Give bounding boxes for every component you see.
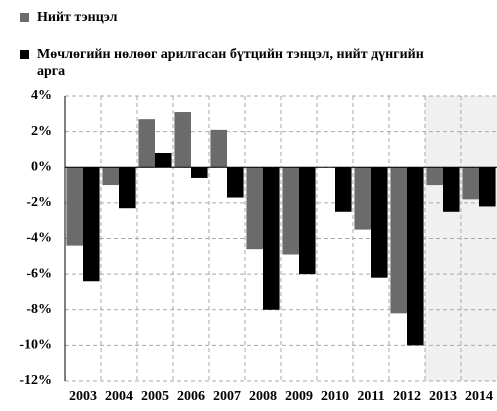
bar — [479, 167, 496, 207]
bar — [227, 167, 244, 198]
y-tick-label: -10% — [19, 338, 52, 353]
bar — [210, 129, 227, 168]
x-tick-label: 2014 — [465, 389, 493, 404]
bar — [462, 167, 479, 200]
legend-entry: Мөчлөгийн нөлөөг арилгасан бүтцийн тэнцэ… — [20, 46, 442, 80]
x-tick-label: 2006 — [177, 389, 205, 404]
bar — [299, 167, 316, 275]
x-tick-label: 2004 — [105, 389, 133, 404]
bar — [443, 167, 460, 212]
y-tick-label: 2% — [31, 124, 52, 139]
y-tick-label: -6% — [26, 266, 52, 281]
y-tick-label: -2% — [26, 195, 52, 210]
y-tick-label: 0% — [31, 159, 52, 174]
y-tick-label: -12% — [19, 373, 52, 388]
bar — [263, 167, 280, 310]
bar — [174, 112, 191, 168]
y-tick-label: 4% — [31, 88, 52, 103]
legend-label: Мөчлөгийн нөлөөг арилгасан бүтцийн тэнцэ… — [37, 47, 424, 79]
x-tick-label: 2012 — [393, 389, 421, 404]
legend-label: Нийт тэнцэл — [37, 10, 118, 25]
bar — [390, 167, 407, 314]
bar — [102, 167, 119, 186]
bar — [335, 167, 352, 212]
bar — [426, 167, 443, 186]
x-tick-label: 2011 — [357, 389, 384, 404]
bar — [138, 119, 155, 168]
legend-swatch — [20, 50, 29, 59]
x-tick-label: 2009 — [285, 389, 313, 404]
x-tick-label: 2007 — [213, 389, 241, 404]
bar — [66, 167, 83, 246]
legend-entry: Нийт тэнцэл — [20, 9, 442, 26]
x-tick-label: 2013 — [429, 389, 457, 404]
bar — [354, 167, 371, 230]
bar — [246, 167, 263, 250]
x-tick-label: 2005 — [141, 389, 169, 404]
x-tick-label: 2008 — [249, 389, 277, 404]
y-tick-label: -4% — [26, 231, 52, 246]
bar — [83, 167, 100, 282]
bar — [371, 167, 388, 278]
x-tick-label: 2010 — [321, 389, 349, 404]
bar — [119, 167, 136, 209]
x-tick-label: 2003 — [69, 389, 97, 404]
bar — [407, 167, 424, 346]
y-tick-label: -8% — [26, 302, 52, 317]
bar — [191, 167, 208, 178]
bar — [155, 153, 172, 168]
bar — [282, 167, 299, 255]
legend-swatch — [20, 13, 29, 22]
